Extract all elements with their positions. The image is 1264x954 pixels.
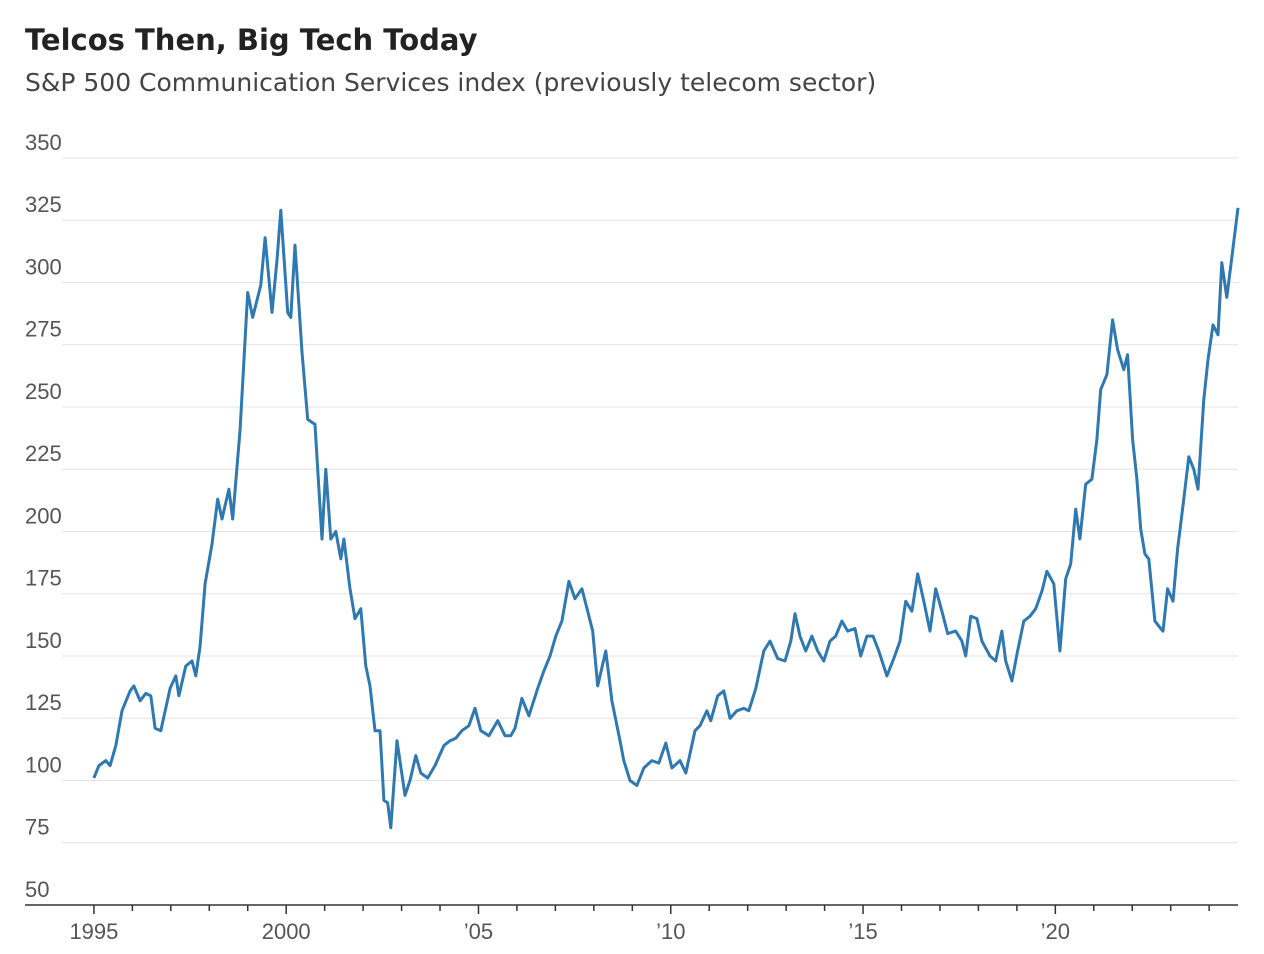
x-tick-label: 1995 bbox=[69, 919, 118, 944]
x-tick-label: 2000 bbox=[262, 919, 311, 944]
y-tick-label: 300 bbox=[25, 254, 62, 279]
y-tick-label: 275 bbox=[25, 317, 62, 342]
x-tick-label: ’20 bbox=[1041, 919, 1070, 944]
y-tick-label: 225 bbox=[25, 441, 62, 466]
y-tick-label: 125 bbox=[25, 690, 62, 715]
y-tick-label: 75 bbox=[25, 815, 49, 840]
y-tick-label: 50 bbox=[25, 877, 49, 902]
y-tick-label: 175 bbox=[25, 566, 62, 591]
chart-subtitle: S&P 500 Communication Services index (pr… bbox=[25, 68, 876, 97]
data-line bbox=[92, 207, 1240, 830]
y-tick-label: 250 bbox=[25, 379, 62, 404]
x-tick-label: ’10 bbox=[656, 919, 685, 944]
y-tick-label: 200 bbox=[25, 503, 62, 528]
y-tick-label: 350 bbox=[25, 130, 62, 155]
y-tick-label: 325 bbox=[25, 192, 62, 217]
x-tick-label: ’05 bbox=[464, 919, 493, 944]
x-tick-label: ’15 bbox=[848, 919, 877, 944]
y-tick-label: 100 bbox=[25, 752, 62, 777]
chart-title: Telcos Then, Big Tech Today bbox=[25, 23, 478, 57]
y-tick-label: 150 bbox=[25, 628, 62, 653]
